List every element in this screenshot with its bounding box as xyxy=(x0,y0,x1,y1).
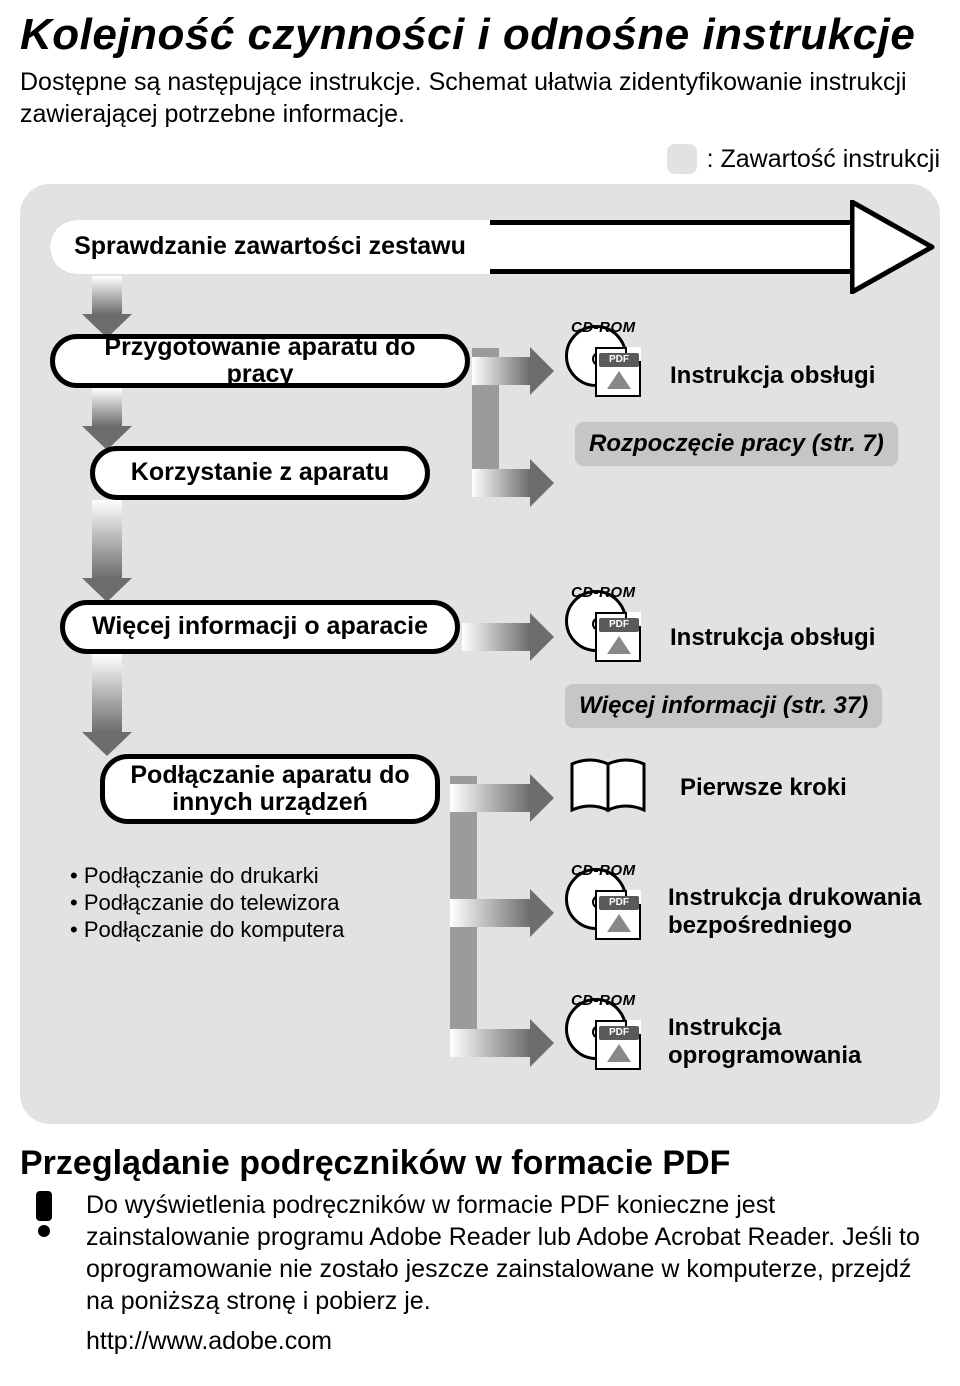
step-2-label: Przygotowanie aparatu do pracy xyxy=(73,334,447,389)
step-4-label: Więcej informacji o aparacie xyxy=(92,613,428,641)
intro-text: Dostępne są następujące instrukcje. Sche… xyxy=(20,66,940,130)
bullet-computer: Podłączanie do komputera xyxy=(70,917,344,943)
flow-arrow-down-4 xyxy=(92,654,122,756)
right-arrow-3 xyxy=(462,613,554,661)
step-4-box: Więcej informacji o aparacie xyxy=(60,600,460,654)
legend-label: : Zawartość instrukcji xyxy=(707,145,940,174)
pdf-badge: PDF xyxy=(599,353,639,367)
bullet-printer: Podłączanie do drukarki xyxy=(70,863,344,889)
cdrom-icon-3: PDF CD-ROM xyxy=(565,862,645,940)
doc-label-5: Instrukcja oprogramowania xyxy=(668,1014,928,1069)
cdrom-icon-2: PDF CD-ROM xyxy=(565,584,645,662)
page-title: Kolejność czynności i odnośne instrukcje xyxy=(20,10,940,60)
step-5-box: Podłączanie aparatu do innych urządzeń xyxy=(100,754,440,824)
ref-card-1: Rozpoczęcie pracy (str. 7) xyxy=(575,422,898,466)
cdrom-icon-1: PDF CD-ROM xyxy=(565,319,645,397)
step-1-label: Sprawdzanie zawartości zestawu xyxy=(74,233,466,261)
step-2-box: Przygotowanie aparatu do pracy xyxy=(50,334,470,388)
doc-label-3: Pierwsze kroki xyxy=(680,774,847,802)
flow-arrow-down-3 xyxy=(92,500,122,602)
legend-swatch xyxy=(667,144,697,174)
workflow-diagram: Sprawdzanie zawartości zestawu Przygotow… xyxy=(20,184,940,1124)
doc-label-2: Instrukcja obsługi xyxy=(670,624,875,652)
document-page: Kolejność czynności i odnośne instrukcje… xyxy=(0,0,960,1386)
right-arrow-5 xyxy=(450,889,554,937)
section-2-title: Przeglądanie podręczników w formacie PDF xyxy=(20,1144,940,1183)
cdrom-label: CD-ROM xyxy=(571,319,636,336)
download-url: http://www.adobe.com xyxy=(86,1327,940,1356)
cdrom-icon-4: PDF CD-ROM xyxy=(565,992,645,1070)
section-2-text: Do wyświetlenia podręczników w formacie … xyxy=(86,1189,940,1317)
bullet-tv: Podłączanie do telewizora xyxy=(70,890,344,916)
step-3-box: Korzystanie z aparatu xyxy=(90,446,430,500)
alert-icon xyxy=(20,1189,68,1317)
book-icon xyxy=(568,754,648,821)
doc-label-4: Instrukcja drukowania bezpośredniego xyxy=(668,884,928,939)
right-arrow-6 xyxy=(450,1019,554,1067)
flow-arrow-down-2 xyxy=(92,388,122,450)
right-arrow-4 xyxy=(450,774,554,822)
doc-label-1: Instrukcja obsługi xyxy=(670,362,875,390)
step-1-box: Sprawdzanie zawartości zestawu xyxy=(50,220,490,274)
right-arrow-2 xyxy=(472,459,554,507)
step-5-label: Podłączanie aparatu do innych urządzeń xyxy=(123,762,417,817)
ref-card-2: Więcej informacji (str. 37) xyxy=(565,684,882,728)
flow-arrow-down-1 xyxy=(92,276,122,338)
connect-bullets: Podłączanie do drukarki Podłączanie do t… xyxy=(70,862,344,944)
section-2-row: Do wyświetlenia podręczników w formacie … xyxy=(20,1189,940,1317)
right-arrow-1 xyxy=(472,347,554,395)
legend-row: : Zawartość instrukcji xyxy=(20,144,940,174)
main-flow-arrow-head xyxy=(850,200,936,299)
step-3-label: Korzystanie z aparatu xyxy=(131,459,389,487)
